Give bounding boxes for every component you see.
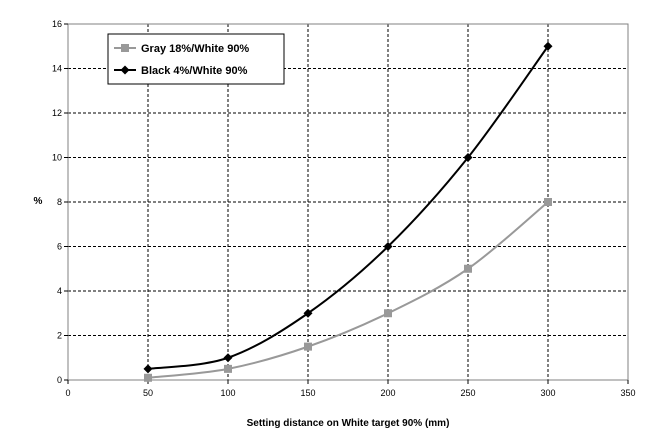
data-point xyxy=(304,342,312,351)
legend-item: Gray 18%/White 90% xyxy=(114,43,249,55)
data-point xyxy=(384,309,392,318)
y-tick-label: 16 xyxy=(52,19,62,29)
x-tick-label: 50 xyxy=(143,388,153,398)
x-tick-label: 200 xyxy=(380,388,395,398)
y-tick-label: 0 xyxy=(57,375,62,385)
legend-box xyxy=(107,33,285,85)
legend-label: Black 4%/White 90% xyxy=(141,65,248,77)
x-axis-label: Setting distance on White target 90% (mm… xyxy=(247,418,450,429)
series-line xyxy=(147,45,549,370)
x-tick-label: 150 xyxy=(300,388,315,398)
y-tick-label: 2 xyxy=(57,331,62,341)
y-tick-label: 8 xyxy=(57,197,62,207)
data-point xyxy=(223,353,233,363)
y-axis-ticks: 0 2 4 6 8 10 12 14 16 xyxy=(52,19,68,385)
data-point xyxy=(144,373,152,382)
y-tick-label: 14 xyxy=(52,64,62,74)
data-point xyxy=(224,364,232,373)
y-tick-label: 10 xyxy=(52,153,62,163)
legend: Gray 18%/White 90% Black 4%/White 90% xyxy=(107,33,285,85)
data-point xyxy=(143,364,153,374)
y-tick-label: 4 xyxy=(57,286,62,296)
series-1 xyxy=(143,41,553,374)
grid xyxy=(68,24,628,380)
data-point xyxy=(463,153,473,162)
series-line xyxy=(147,201,549,379)
series-0 xyxy=(144,198,552,382)
data-point xyxy=(544,198,552,206)
series-layer xyxy=(143,41,553,382)
data-point xyxy=(464,264,472,273)
legend-marker xyxy=(121,44,129,52)
x-axis-ticks: 0 50 100 150 200 250 300 350 xyxy=(65,380,636,398)
legend-item: Black 4%/White 90% xyxy=(114,65,248,77)
x-tick-label: 300 xyxy=(540,388,555,398)
y-tick-label: 12 xyxy=(52,108,62,118)
data-point xyxy=(303,308,313,318)
y-tick-label: 6 xyxy=(57,242,62,252)
x-tick-label: 350 xyxy=(620,388,635,398)
data-point xyxy=(543,41,553,51)
x-tick-label: 0 xyxy=(65,388,70,398)
x-tick-label: 100 xyxy=(220,388,235,398)
legend-marker xyxy=(120,65,130,75)
legend-label: Gray 18%/White 90% xyxy=(141,43,249,55)
data-point xyxy=(383,242,393,251)
y-axis-label: % xyxy=(34,196,43,207)
x-tick-label: 250 xyxy=(460,388,475,398)
